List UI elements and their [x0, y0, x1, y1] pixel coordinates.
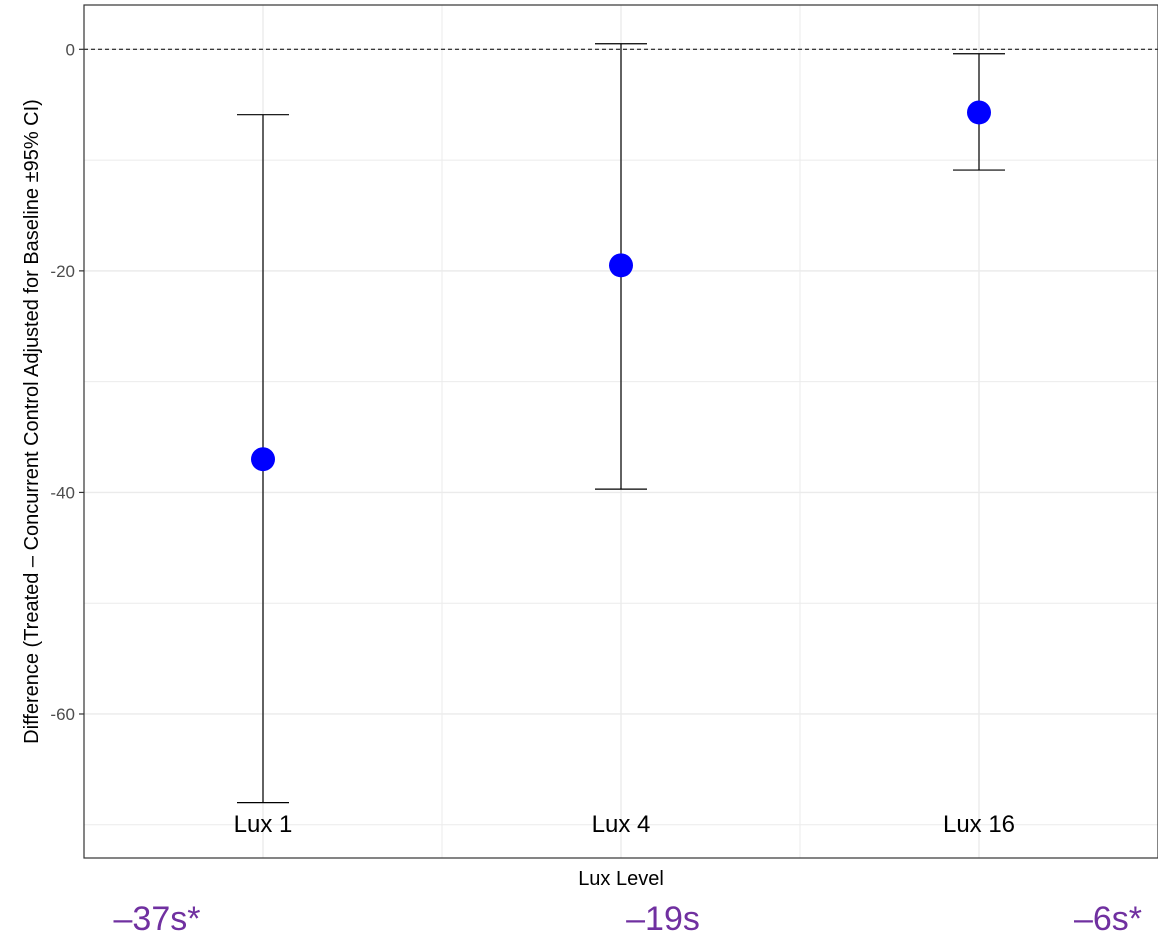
category-labels: Lux 1 Lux 4 Lux 16 [234, 811, 1015, 838]
data-point [609, 253, 633, 278]
data-points [251, 100, 991, 472]
annotation-label: –19s [626, 900, 700, 936]
y-tick-label: -60 [50, 705, 75, 724]
x-axis-title: Lux Level [578, 868, 664, 890]
category-label: Lux 16 [943, 811, 1015, 838]
y-tick-label: 0 [66, 40, 75, 59]
y-axis-title: Difference (Treated – Concurrent Control… [21, 99, 43, 744]
y-tick-label: -40 [50, 483, 75, 502]
data-point [967, 100, 991, 125]
category-label: Lux 1 [234, 811, 293, 838]
panel-border [83, 4, 1158, 859]
annotation-label: –6s* [1074, 900, 1142, 936]
y-axis-ticks: 0 -20 -40 -60 [50, 40, 84, 724]
category-label: Lux 4 [592, 811, 651, 838]
annotation-label: –37s* [114, 900, 201, 936]
y-tick-label: -20 [50, 262, 75, 281]
data-point [251, 447, 275, 472]
annotations: –37s* –19s –6s* [114, 900, 1143, 936]
